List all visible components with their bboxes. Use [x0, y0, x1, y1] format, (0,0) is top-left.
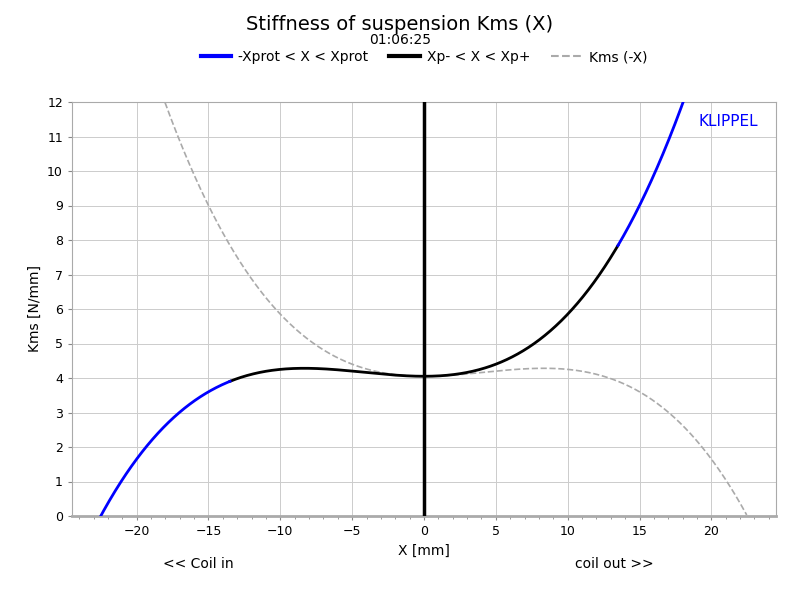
Y-axis label: Kms [N/mm]: Kms [N/mm] [27, 265, 42, 352]
Legend: -Xprot < X < Xprot, Xp- < X < Xp+, Kms (-X): -Xprot < X < Xprot, Xp- < X < Xp+, Kms (… [195, 45, 653, 70]
Text: << Coil in: << Coil in [163, 557, 234, 571]
Text: coil out >>: coil out >> [574, 557, 654, 571]
Text: KLIPPEL: KLIPPEL [698, 115, 758, 130]
Text: 01:06:25: 01:06:25 [369, 33, 431, 47]
X-axis label: X [mm]: X [mm] [398, 544, 450, 557]
Text: Stiffness of suspension Kms (X): Stiffness of suspension Kms (X) [246, 15, 554, 34]
